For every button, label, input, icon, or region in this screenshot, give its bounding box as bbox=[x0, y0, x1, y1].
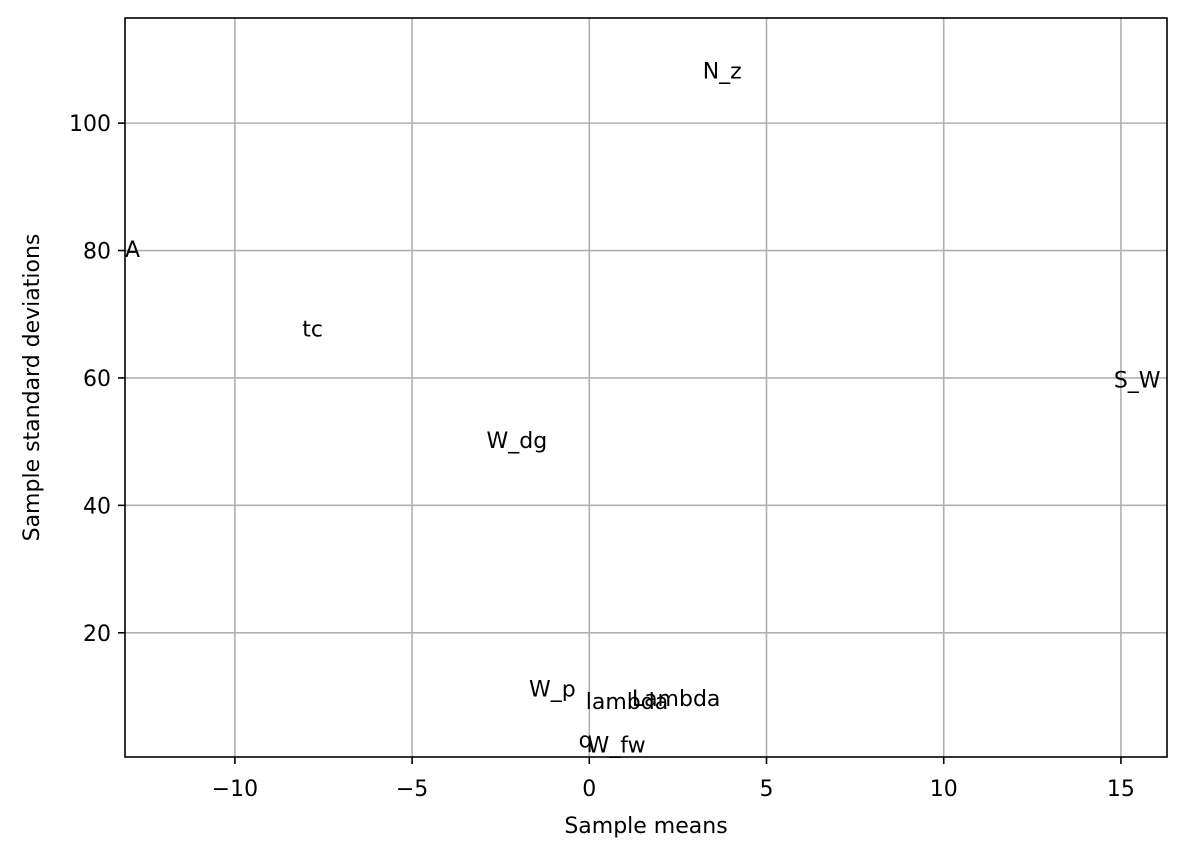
y-tick-label: 100 bbox=[69, 112, 111, 137]
point-label: W_fw bbox=[588, 734, 646, 759]
point-label: q bbox=[579, 728, 593, 753]
point-label: tc bbox=[302, 318, 323, 343]
y-tick-label: 20 bbox=[83, 622, 111, 647]
y-tick-label: 40 bbox=[83, 494, 111, 519]
grid-lines bbox=[125, 18, 1167, 757]
x-axis-label: Sample means bbox=[564, 814, 727, 839]
x-tick-label: −5 bbox=[396, 777, 428, 802]
plot-frame bbox=[124, 17, 1168, 758]
x-tick-label: 15 bbox=[1107, 777, 1135, 802]
y-tick-label: 60 bbox=[83, 367, 111, 392]
point-label: S_W bbox=[1114, 369, 1161, 394]
point-label: Lambda bbox=[632, 687, 721, 712]
y-tick-label: 80 bbox=[83, 240, 111, 265]
x-tick-label: 5 bbox=[760, 777, 774, 802]
point-label: N_z bbox=[703, 60, 742, 85]
x-tick-label: 10 bbox=[930, 777, 958, 802]
point-label: W_p bbox=[529, 677, 576, 702]
axis-ticks: −10 −5 0 5 10 15 20 40 60 80 100 bbox=[69, 112, 1135, 802]
point-label: A bbox=[125, 238, 140, 263]
point-label: lambda bbox=[586, 690, 668, 715]
x-tick-label: 0 bbox=[582, 777, 596, 802]
point-label: W_dg bbox=[487, 429, 548, 454]
y-axis-label: Sample standard deviations bbox=[20, 234, 45, 542]
x-tick-label: −10 bbox=[212, 777, 258, 802]
